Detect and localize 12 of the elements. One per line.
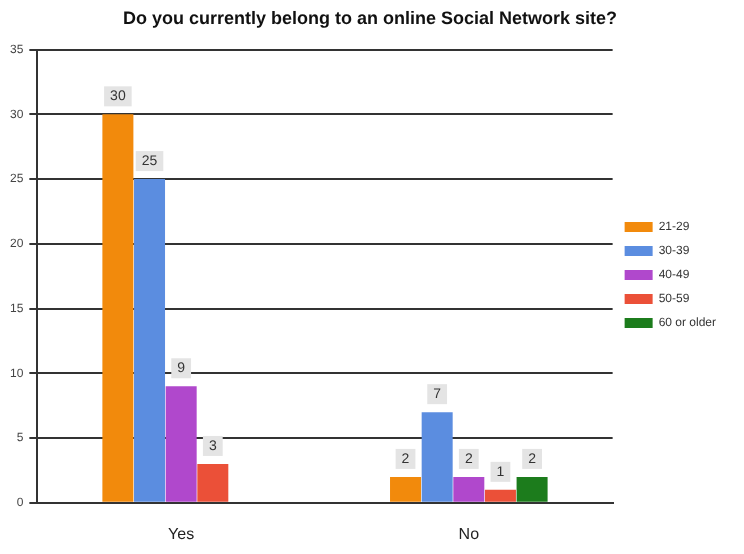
bar	[134, 179, 166, 502]
bar	[484, 489, 516, 502]
bar	[102, 114, 134, 502]
chart-title: Do you currently belong to an online Social Network site?	[122, 7, 618, 28]
x-tick-label: Yes	[168, 524, 195, 543]
bar	[197, 463, 229, 502]
bar	[390, 476, 422, 502]
bar	[165, 386, 197, 502]
x-tick-label: No	[458, 524, 481, 543]
bar	[421, 412, 453, 502]
bar	[453, 476, 485, 502]
bar	[516, 476, 548, 502]
